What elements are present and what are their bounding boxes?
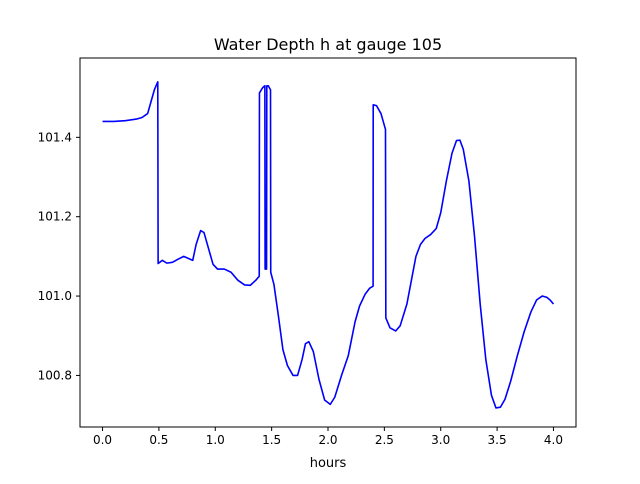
x-tick-label: 3.0 bbox=[431, 433, 450, 447]
y-tick-label: 101.0 bbox=[38, 289, 72, 303]
x-tick-label: 2.5 bbox=[375, 433, 394, 447]
x-tick-label: 0.5 bbox=[149, 433, 168, 447]
y-tick-label: 100.8 bbox=[38, 368, 72, 382]
x-tick-label: 4.0 bbox=[544, 433, 563, 447]
x-tick-label: 1.5 bbox=[262, 433, 281, 447]
x-tick-label: 0.0 bbox=[93, 433, 112, 447]
x-axis-label: hours bbox=[310, 456, 347, 471]
plot-area: 0.0 0.5 1.0 1.5 2.0 2.5 3.0 3.5 4.0 100.8 101.0 101… bbox=[38, 57, 577, 447]
chart-title: Water Depth h at gauge 105 bbox=[214, 35, 442, 54]
x-tick-label: 1.0 bbox=[206, 433, 225, 447]
y-tick-label: 101.2 bbox=[38, 210, 72, 224]
series-line-1 bbox=[102, 81, 555, 409]
x-tick-label: 2.0 bbox=[318, 433, 337, 447]
y-tick-label: 101.4 bbox=[38, 130, 72, 144]
x-tick-label: 3.5 bbox=[488, 433, 507, 447]
